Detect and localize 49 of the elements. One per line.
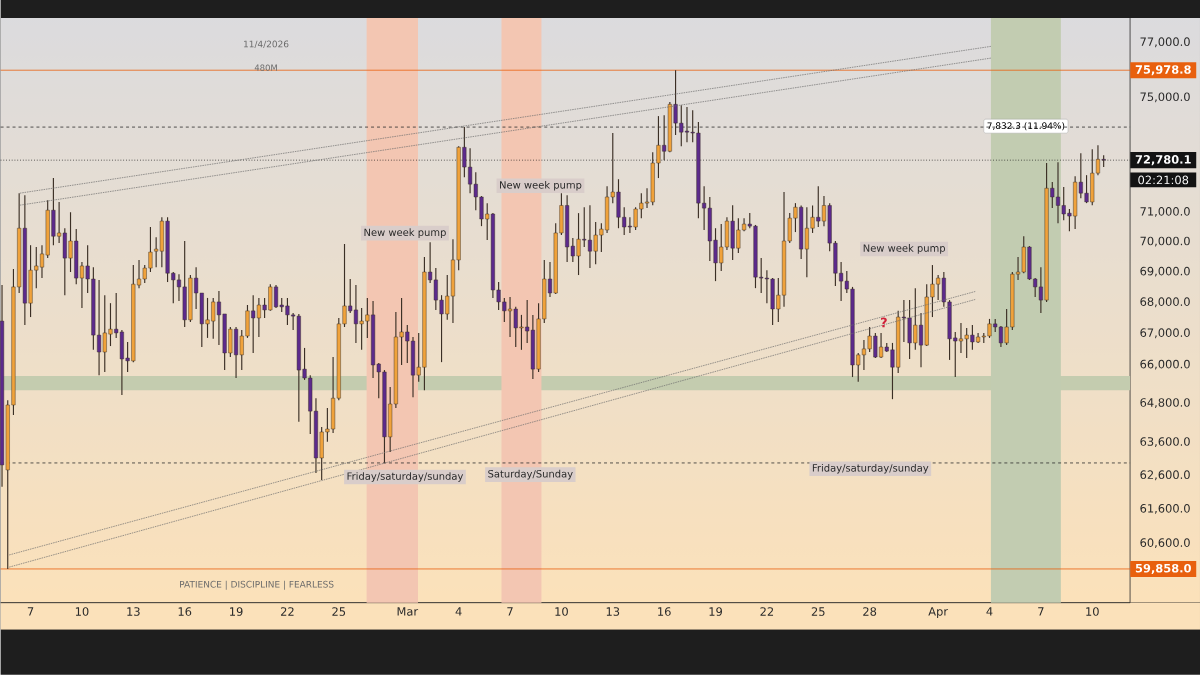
x-tick-label: 13 <box>606 607 620 617</box>
x-tick-label: 10 <box>555 607 568 617</box>
y-tick-label: 75,000.0 <box>1140 92 1190 103</box>
x-tick-label: 25 <box>332 607 346 617</box>
y-tick-label: 62,600.0 <box>1140 470 1190 481</box>
x-tick-label: 22 <box>280 607 294 616</box>
text: 02:21:08 <box>1138 175 1189 185</box>
y-tick-label: 63,600.0 <box>1140 437 1190 448</box>
y-tick-label: 70,000.0 <box>1140 236 1190 247</box>
y-tick-label: 66,000.0 <box>1140 359 1190 370</box>
x-tick-label: 4 <box>986 607 993 616</box>
x-tick-label: 10 <box>75 607 89 617</box>
x-tick-label: 13 <box>127 607 140 617</box>
text: 11/4/2026 <box>244 40 289 49</box>
x-tick-label: 7 <box>27 607 34 616</box>
text: 480M <box>254 64 277 72</box>
annotation: PATIENCE | DISCIPLINE | FEARLESS <box>180 580 334 590</box>
ref-line-label: 72,780.1 <box>1135 155 1191 166</box>
x-tick-label: 10 <box>1086 607 1099 617</box>
x-tick-label: Apr <box>928 607 949 619</box>
y-tick-label: 60,600.0 <box>1140 538 1190 549</box>
y-tick-label: 61,600.0 <box>1140 504 1190 515</box>
ref-line-label: 59,858.0 <box>1135 564 1191 575</box>
x-tick-label: 16 <box>658 607 671 617</box>
x-tick-label: Mar <box>397 607 419 616</box>
x-tick-label: 19 <box>709 607 722 617</box>
x-tick-label: 4 <box>455 607 462 616</box>
x-tick-label: 19 <box>230 607 243 617</box>
annotation: Friday/saturday/sunday <box>347 472 464 482</box>
y-tick-label: 71,000.0 <box>1140 207 1190 218</box>
x-tick-label: 22 <box>760 607 774 616</box>
x-tick-label: 7 <box>507 607 513 616</box>
annotation: New week pump <box>500 181 582 191</box>
x-tick-label: 25 <box>811 607 825 617</box>
x-tick-label: 16 <box>178 607 192 617</box>
y-tick-label: 68,000.0 <box>1140 297 1190 308</box>
annotation: Friday/saturday/sunday <box>812 464 929 474</box>
x-tick-label: 7 <box>1038 607 1044 616</box>
y-tick-label: 69,000.0 <box>1140 266 1190 277</box>
y-tick-label: 77,000.0 <box>1140 37 1190 48</box>
y-tick-label: 67,000.0 <box>1140 328 1190 339</box>
x-tick-label: 28 <box>863 607 877 617</box>
ref-line-label: 75,978.8 <box>1135 65 1191 76</box>
annotation: New week pump <box>863 244 946 254</box>
annotation: ? <box>881 317 887 328</box>
band-label: 7,832.3 (11.94%) <box>987 122 1065 131</box>
y-tick-label: 64,800.0 <box>1140 398 1190 409</box>
annotation: New week pump <box>364 228 446 239</box>
annotation: Saturday/Sunday <box>488 469 573 480</box>
